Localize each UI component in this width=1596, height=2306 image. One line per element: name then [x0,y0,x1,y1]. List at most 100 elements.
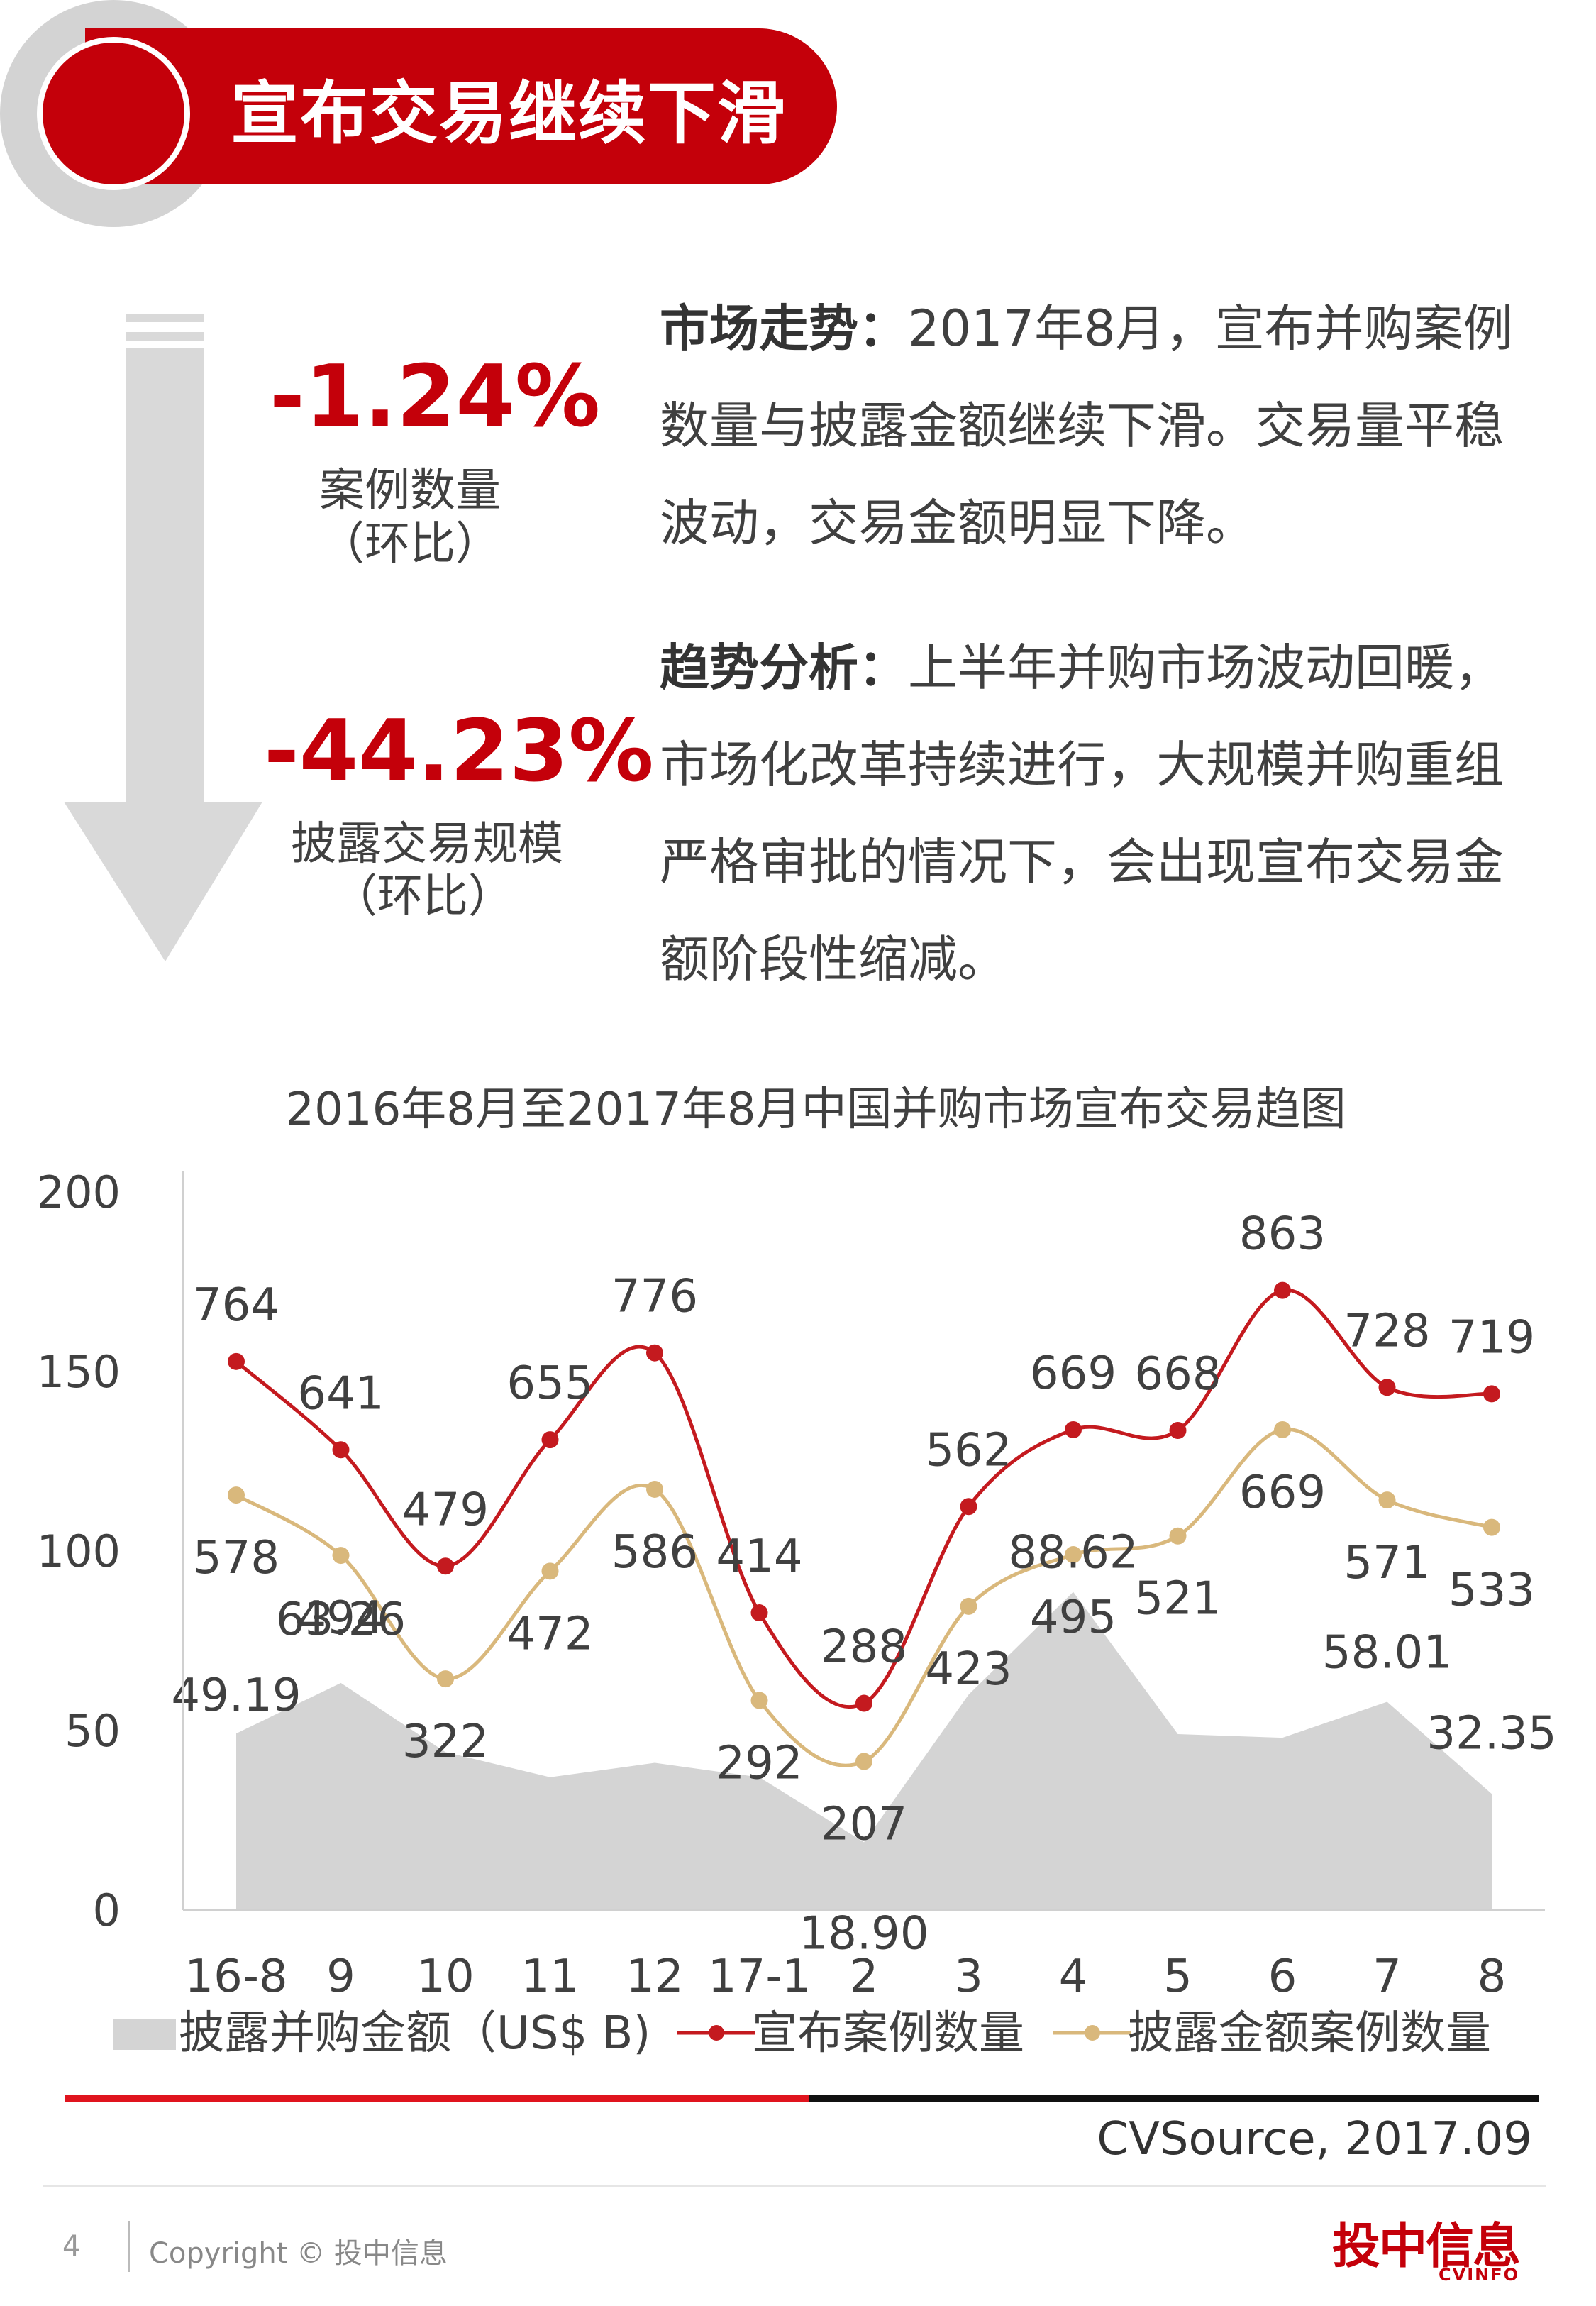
point-disclosed [750,1692,768,1709]
logo-text: 投中信息 [1331,2219,1521,2275]
x-tick-label: 9 [326,1951,355,2003]
data-label-amount: 58.01 [1322,1626,1452,1679]
legend-marker-disclosed [1085,2025,1100,2041]
data-label-announced: 414 [716,1530,802,1583]
footer-separator [128,2221,130,2272]
y-tick-label: 200 [37,1166,121,1218]
data-label-announced: 655 [506,1357,593,1410]
data-label-announced: 669 [1030,1347,1116,1400]
data-label-disclosed: 292 [716,1737,802,1789]
trend-chart: 2016年8月至2017年8月中国并购市场宣布交易趋图 49.19 63.26 18… [37,1083,1557,2102]
data-label-disclosed: 472 [506,1608,593,1660]
stat-scale-label: 披露交易规模 [291,818,563,871]
y-tick-label: 0 [93,1885,121,1936]
down-arrow-icon [64,348,262,961]
point-announced [855,1694,872,1712]
legend-marker-announced [709,2025,724,2041]
y-tick-label: 150 [37,1346,121,1398]
page-title: 宣布交易继续下滑 [231,74,787,153]
chart-title: 2016年8月至2017年8月中国并购市场宣布交易趋图 [285,1083,1346,1136]
point-announced [1169,1421,1187,1439]
x-tick-label: 5 [1163,1951,1192,2003]
x-tick-label: 3 [954,1951,983,2003]
logo-subtext: CVINFO [1439,2265,1519,2285]
data-label-announced: 728 [1343,1305,1430,1357]
data-label-announced: 719 [1448,1311,1535,1364]
header-banner [85,28,837,184]
point-announced [332,1441,350,1459]
point-announced [541,1431,559,1449]
arrow-stripe-2 [126,332,204,341]
x-tick-label: 16-8 [184,1951,287,2003]
point-announced [437,1557,454,1575]
data-label-disclosed: 495 [1030,1591,1116,1644]
trend-analysis-lead: 趋势分析： [660,639,908,697]
data-label-announced: 776 [611,1271,698,1323]
market-trend-text: 2017年8月，宣布并购案例数量与披露金额继续下滑。交易量平稳波动，交易金额明显… [660,299,1513,552]
header-dot-decoration [37,37,190,190]
data-label-announced: 562 [925,1424,1012,1477]
market-trend-paragraph: 市场走势：2017年8月，宣布并购案例数量与披露金额继续下滑。交易量平稳波动，交… [660,280,1532,572]
data-label-amount: 32.35 [1426,1707,1556,1760]
x-tick-label: 10 [416,1951,474,2003]
stat-count-label: 案例数量 [319,465,501,517]
footer-rule [43,2185,1546,2187]
data-label-announced: 479 [402,1484,489,1536]
data-label-disclosed: 207 [821,1799,907,1851]
point-announced [1483,1385,1500,1403]
data-label-disclosed: 494 [297,1592,384,1645]
data-label-disclosed: 669 [1239,1467,1326,1519]
point-disclosed [1274,1420,1291,1438]
data-label-disclosed: 533 [1448,1565,1535,1617]
y-tick-label: 50 [65,1705,121,1757]
legend-label-amount: 披露并购金额（US$ B) [179,2007,650,2060]
data-label-disclosed: 521 [1134,1573,1221,1626]
stat-scale-change: -44.23% [264,702,654,801]
point-disclosed [960,1597,977,1615]
y-tick-label: 100 [37,1526,121,1577]
point-announced [1065,1420,1082,1438]
legend-label-announced: 宣布案例数量 [752,2007,1024,2060]
stat-count-change: -1.24% [270,348,601,446]
x-tick-label: 6 [1268,1951,1297,2003]
data-label-amount: 88.62 [1008,1527,1138,1579]
x-tick-label: 4 [1059,1951,1088,2003]
x-tick-label: 7 [1373,1951,1402,2003]
data-label-disclosed: 586 [611,1526,698,1579]
x-tick-label: 12 [626,1951,683,2003]
data-label-amount: 49.19 [171,1670,301,1722]
point-announced [750,1604,768,1622]
point-disclosed [332,1547,350,1565]
stat-scale-sub: （环比） [332,871,514,923]
legend-swatch-amount [113,2019,176,2050]
data-label-announced: 288 [821,1621,907,1674]
source-note: CVSource, 2017.09 [1097,2113,1532,2166]
data-label-announced: 668 [1134,1348,1221,1401]
x-tick-label: 8 [1478,1951,1507,2003]
legend-label-disclosed: 披露金额案例数量 [1128,2007,1491,2060]
point-announced [228,1352,245,1370]
data-label-announced: 641 [297,1367,384,1420]
point-announced [960,1498,977,1516]
point-disclosed [228,1486,245,1504]
data-label-disclosed: 578 [193,1532,279,1584]
point-disclosed [646,1480,663,1498]
point-disclosed [1378,1491,1396,1509]
point-disclosed [855,1753,872,1770]
data-label-announced: 863 [1239,1208,1326,1261]
data-label-disclosed: 423 [925,1643,1012,1696]
data-label-disclosed: 322 [402,1716,489,1768]
arrow-stripe-1 [126,314,204,322]
point-disclosed [541,1562,559,1580]
data-label-disclosed: 571 [1343,1537,1430,1589]
point-announced [1274,1281,1291,1299]
area-series-amount [236,1591,1492,1910]
trend-analysis-paragraph: 趋势分析：上半年并购市场波动回暖，市场化改革持续进行，大规模并购重组严格审批的情… [660,619,1532,1008]
copyright: Copyright © 投中信息 [149,2237,448,2270]
point-announced [646,1344,663,1362]
point-disclosed [1169,1527,1187,1545]
point-announced [1378,1379,1396,1396]
trend-analysis-text: 上半年并购市场波动回暖，市场化改革持续进行，大规模并购重组严格审批的情况下，会出… [660,639,1504,988]
data-label-amount: 18.90 [799,1907,929,1960]
point-disclosed [437,1670,454,1688]
